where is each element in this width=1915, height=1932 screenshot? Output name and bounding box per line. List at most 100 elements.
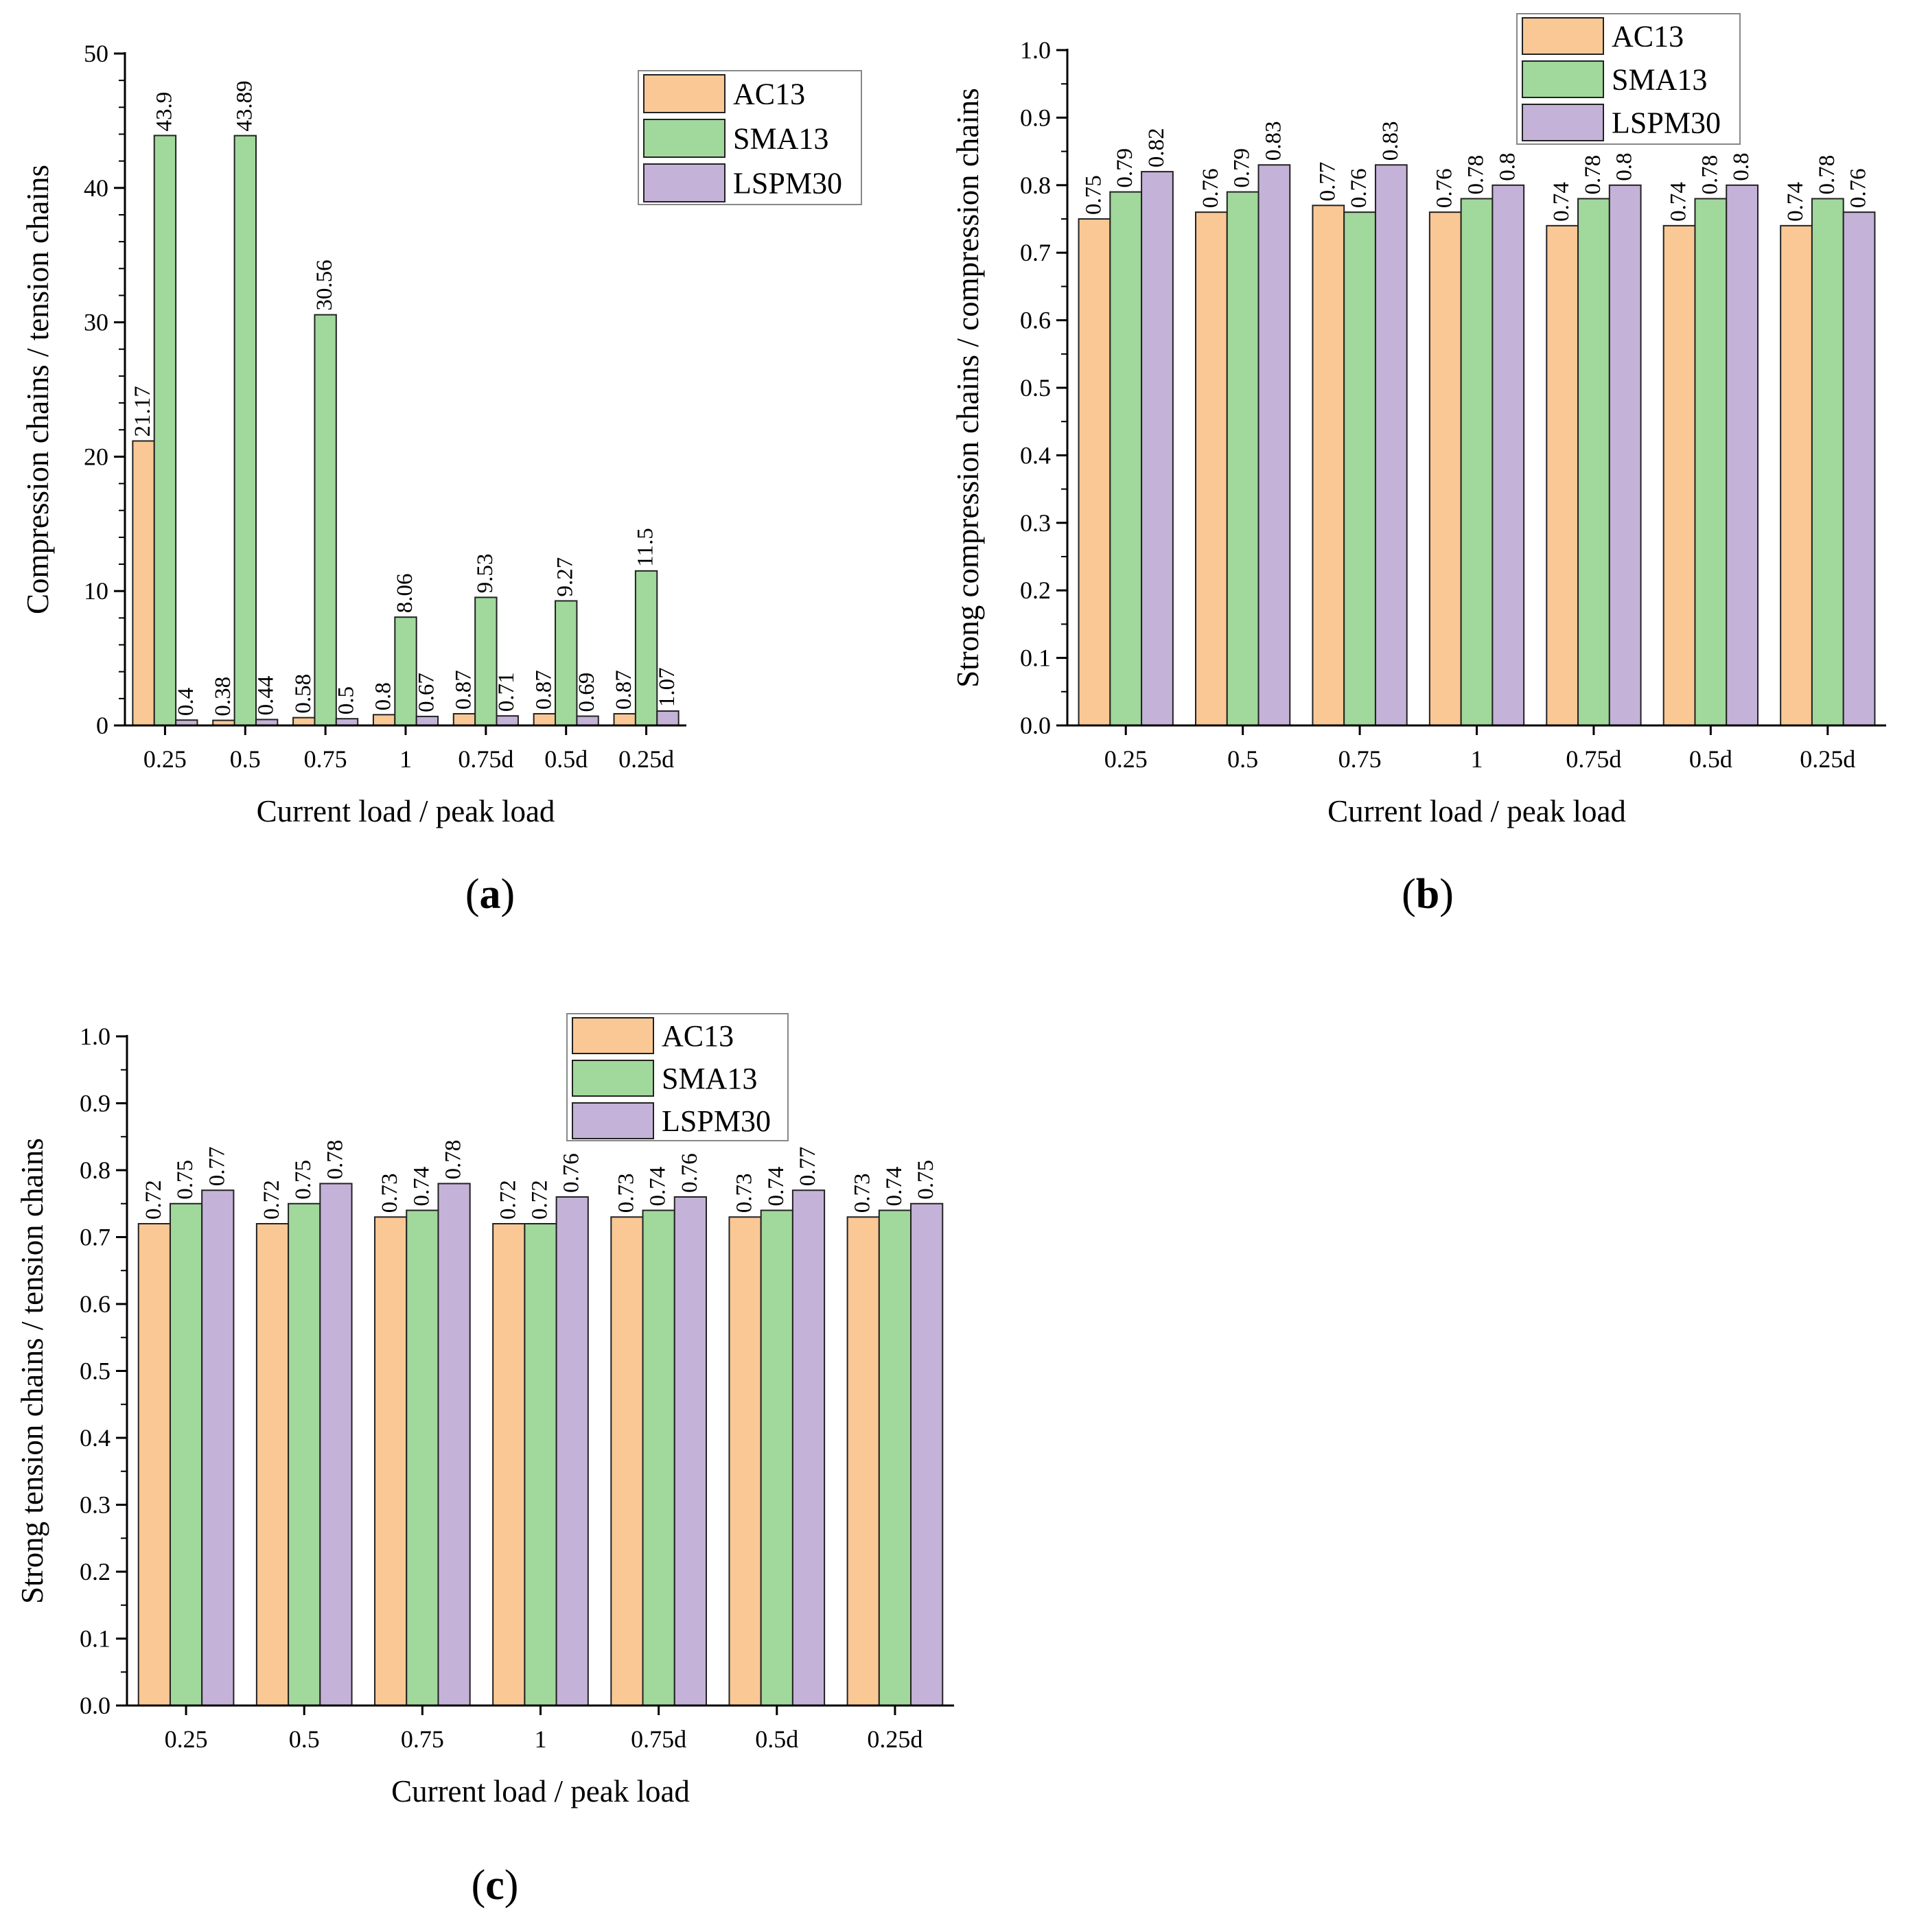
data-label: 0.38	[211, 677, 235, 717]
bar-ac13-0.75	[292, 717, 316, 727]
legend-swatch-sma13	[572, 1060, 654, 1097]
data-label: 0.83	[1378, 121, 1403, 161]
data-label: 0.79	[1113, 148, 1137, 188]
y-tick-label: 0.5	[80, 1358, 111, 1385]
y-tick-label: 40	[84, 174, 108, 202]
data-label: 1.07	[655, 667, 680, 707]
data-label: 0.78	[1815, 155, 1839, 195]
y-tick-label: 0.0	[1020, 712, 1051, 739]
bar-lspm30-0.25	[1141, 171, 1174, 726]
y-tick-label: 0.4	[1020, 441, 1051, 469]
bar-lspm30-0.5d	[1726, 184, 1759, 726]
bar-ac13-0.25d	[846, 1216, 880, 1706]
bar-ac13-0.75	[374, 1216, 408, 1706]
legend-swatch-ac13	[572, 1017, 654, 1054]
chart-a: 21.17 0.38 0.58 0.8 0.87 0.87 0.87 43.9 43.89 30.…	[21, 40, 862, 828]
bar-ac13-1	[492, 1223, 526, 1706]
y-tick-label: 30	[84, 309, 108, 336]
x-tick-label: 0.75d	[458, 745, 513, 773]
data-label: 0.74	[882, 1167, 907, 1207]
bar-ac13-1	[372, 714, 396, 726]
x-axis-title: Current load / peak load	[257, 794, 555, 828]
y-tick-label: 0.2	[80, 1558, 111, 1585]
data-label: 0.74	[1783, 182, 1808, 222]
y-tick-label: 0.9	[80, 1090, 111, 1117]
y-tick-label: 0.4	[80, 1424, 111, 1452]
bar-sma13-0.25d	[1811, 198, 1844, 727]
data-label: 43.89	[232, 80, 257, 131]
y-tick-label: 0.8	[80, 1156, 111, 1184]
y-tick-label: 10	[84, 577, 108, 605]
legend-swatch-lspm30	[643, 163, 726, 202]
bar-lspm30-0.25d	[656, 710, 680, 727]
data-label: 0.8	[1495, 153, 1520, 181]
x-tick-label: 0.25	[165, 1725, 208, 1753]
data-label: 0.75	[1081, 175, 1106, 215]
data-label: 0.58	[291, 674, 316, 714]
data-label: 0.78	[1697, 155, 1722, 195]
data-label: 0.77	[796, 1147, 820, 1187]
data-label: 0.73	[732, 1174, 757, 1213]
data-label: 0.79	[1230, 148, 1255, 188]
y-tick-label: 0.3	[80, 1491, 111, 1519]
bar-sma13-0.25d	[878, 1209, 912, 1706]
bar-sma13-0.25	[153, 135, 177, 726]
legend-label-lspm30: LSPM30	[662, 1104, 771, 1138]
bar-sma13-0.25	[169, 1202, 203, 1706]
bar-sma13-0.5d	[555, 600, 578, 726]
x-tick-label: 0.25	[1104, 745, 1148, 773]
y-tick-label: 0	[96, 712, 108, 739]
bar-sma13-1	[1460, 198, 1494, 727]
y-tick-label: 1.0	[1020, 36, 1051, 64]
y-tick-label: 0.2	[1020, 577, 1051, 604]
data-label: 0.8	[1612, 153, 1637, 181]
bar-lspm30-0.5	[319, 1183, 353, 1706]
y-tick-label: 0.7	[80, 1224, 111, 1251]
bar-ac13-0.25	[137, 1223, 171, 1706]
legend-swatch-ac13	[643, 74, 726, 113]
bar-lspm30-0.75	[1374, 164, 1408, 726]
bar-sma13-0.75	[314, 314, 337, 726]
data-label: 0.74	[1667, 182, 1691, 222]
data-label: 8.06	[393, 573, 417, 613]
y-tick-label: 50	[84, 40, 108, 67]
x-axis-title: Current load / peak load	[1327, 794, 1626, 828]
data-label: 0.87	[612, 670, 636, 710]
bar-sma13-0.5d	[760, 1209, 793, 1706]
data-label: 0.74	[409, 1167, 434, 1207]
x-tick-label: 0.25	[143, 745, 187, 773]
bar-ac13-0.75d	[1546, 224, 1579, 726]
panel-label-c: (c)	[471, 1862, 519, 1909]
x-tick-label: 0.5d	[1689, 745, 1732, 773]
data-label: 21.17	[130, 386, 155, 437]
legend-label-ac13: AC13	[733, 78, 805, 111]
chart-b: 0.75 0.76 0.77 0.76 0.74 0.74 0.74 0.79 0.79 0.76…	[951, 13, 1886, 828]
bar-lspm30-0.5d	[791, 1189, 826, 1706]
data-label: 0.73	[378, 1174, 402, 1213]
x-tick-label: 0.25d	[1800, 745, 1855, 773]
y-tick-label: 20	[84, 443, 108, 470]
data-label: 0.72	[528, 1180, 553, 1220]
y-tick-label: 0.1	[80, 1625, 111, 1653]
x-tick-label: 0.75d	[631, 1725, 686, 1753]
bar-lspm30-0.5d	[576, 715, 599, 726]
data-label: 0.71	[494, 672, 519, 712]
legend-swatch-ac13	[1522, 17, 1604, 55]
data-label: 0.75	[173, 1160, 198, 1200]
x-tick-label: 0.25d	[867, 1725, 922, 1753]
legend-label-sma13: SMA13	[1612, 63, 1707, 97]
bar-lspm30-0.5	[1257, 164, 1291, 726]
data-label: 0.67	[414, 673, 439, 712]
x-tick-label: 0.5	[230, 745, 261, 773]
data-label: 9.27	[553, 557, 578, 597]
data-label: 0.69	[574, 673, 599, 712]
data-label: 0.74	[764, 1167, 789, 1207]
data-label: 0.87	[531, 670, 556, 710]
legend-swatch-lspm30	[572, 1102, 654, 1139]
y-tick-label: 0.1	[1020, 644, 1051, 672]
data-label: 0.73	[614, 1174, 638, 1213]
data-label: 0.78	[1464, 155, 1489, 195]
data-label: 0.76	[1347, 168, 1371, 208]
bar-ac13-0.5	[1195, 211, 1228, 727]
y-tick-label: 0.6	[1020, 307, 1051, 334]
